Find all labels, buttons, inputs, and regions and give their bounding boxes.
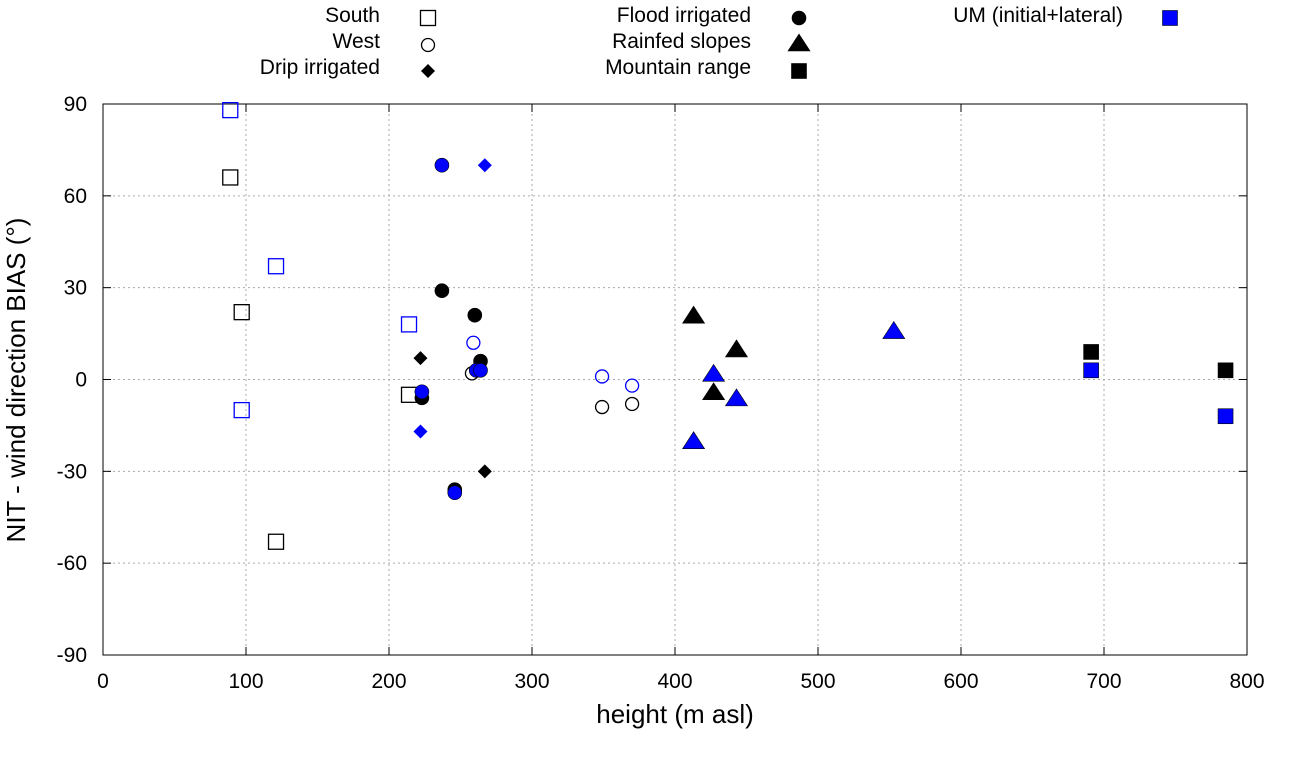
south-um-point — [233, 401, 250, 419]
south-nit-point — [233, 304, 250, 321]
flood-irrigated-um-point — [447, 485, 463, 501]
legend: South West Drip irrigated Flood irrigated Ra… — [260, 4, 1178, 79]
legend-marker-mountain-range — [791, 63, 807, 79]
flood-irrigated-nit-point — [467, 307, 483, 323]
mountain-range-nit-point — [1083, 344, 1099, 360]
legend-label-rainfed-slopes: Rainfed slopes — [612, 30, 751, 53]
legend-label-mountain-range: Mountain range — [605, 56, 751, 79]
rainfed-slopes-um-point — [724, 388, 749, 407]
south-um-point — [222, 101, 239, 119]
y-tick-label: 0 — [75, 369, 87, 392]
flood-irrigated-um-point — [414, 384, 430, 400]
legend-marker-west — [420, 37, 436, 53]
south-nit-point — [400, 386, 418, 403]
south-nit-point — [222, 169, 239, 186]
x-tick-label: 100 — [228, 670, 263, 693]
rainfed-slopes-nit-point — [702, 382, 726, 401]
south-um-point — [400, 316, 418, 333]
y-tick-label: -60 — [57, 552, 87, 575]
west-um-point — [624, 378, 640, 393]
rainfed-slopes-um-point — [702, 363, 726, 382]
legend-label-west: West — [333, 30, 381, 53]
y-tick-labels: -90 -60 -30 0 30 60 90 — [57, 93, 87, 667]
grid-lines — [103, 104, 1247, 655]
drip-irrigated-nit-point — [477, 464, 492, 479]
y-tick-label: 90 — [64, 93, 87, 116]
south-um-point — [267, 258, 285, 275]
rainfed-slopes-um-point — [882, 320, 906, 339]
mountain-range-um-point — [1083, 362, 1099, 379]
legend-marker-flood-irrigated — [791, 10, 807, 26]
flood-irrigated-um-point — [473, 363, 488, 378]
legend-marker-drip-irrigated — [421, 64, 435, 78]
rainfed-slopes-nit-point — [682, 305, 706, 324]
y-tick-label: -90 — [57, 644, 87, 667]
y-tick-label: 60 — [64, 185, 87, 208]
y-tick-label: 30 — [64, 277, 87, 300]
mountain-range-um-point — [1217, 408, 1234, 425]
x-tick-label: 300 — [514, 670, 549, 693]
x-tick-label: 0 — [97, 670, 109, 693]
drip-irrigated-um-point — [413, 424, 428, 439]
data-points — [222, 101, 1234, 550]
mountain-range-nit-point — [1217, 362, 1234, 379]
flood-irrigated-um-point — [434, 157, 450, 173]
flood-irrigated-nit-point — [434, 283, 450, 299]
south-nit-point — [267, 533, 285, 550]
x-tick-label: 200 — [371, 670, 406, 693]
legend-label-flood-irrigated: Flood irrigated — [617, 4, 751, 27]
rainfed-slopes-um-point — [682, 431, 706, 450]
legend-marker-south — [419, 9, 437, 27]
drip-irrigated-nit-point — [413, 351, 428, 366]
axis-ticks — [102, 103, 1248, 656]
legend-marker-um-initial-lateral — [1162, 10, 1178, 26]
x-tick-label: 500 — [800, 670, 835, 693]
x-tick-label: 800 — [1229, 670, 1264, 693]
y-axis-label: NIT - wind direction BIAS (°) — [1, 218, 31, 543]
legend-label-south: South — [325, 4, 380, 27]
rainfed-slopes-nit-point — [724, 339, 749, 358]
y-tick-label: -30 — [57, 460, 87, 483]
legend-label-um-initial-lateral: UM (initial+lateral) — [953, 4, 1123, 27]
west-um-point — [594, 369, 610, 384]
drip-irrigated-um-point — [477, 158, 492, 173]
x-tick-label: 700 — [1086, 670, 1121, 693]
west-um-point — [466, 335, 481, 350]
west-nit-point — [624, 396, 640, 412]
legend-marker-rainfed-slopes — [787, 33, 811, 52]
x-tick-labels: 0 100 200 300 400 500 600 700 800 — [97, 670, 1264, 693]
x-tick-label: 600 — [943, 670, 978, 693]
legend-label-drip-irrigated: Drip irrigated — [260, 56, 380, 79]
west-nit-point — [594, 399, 610, 415]
x-axis-label: height (m asl) — [596, 699, 754, 729]
x-tick-label: 400 — [657, 670, 692, 693]
